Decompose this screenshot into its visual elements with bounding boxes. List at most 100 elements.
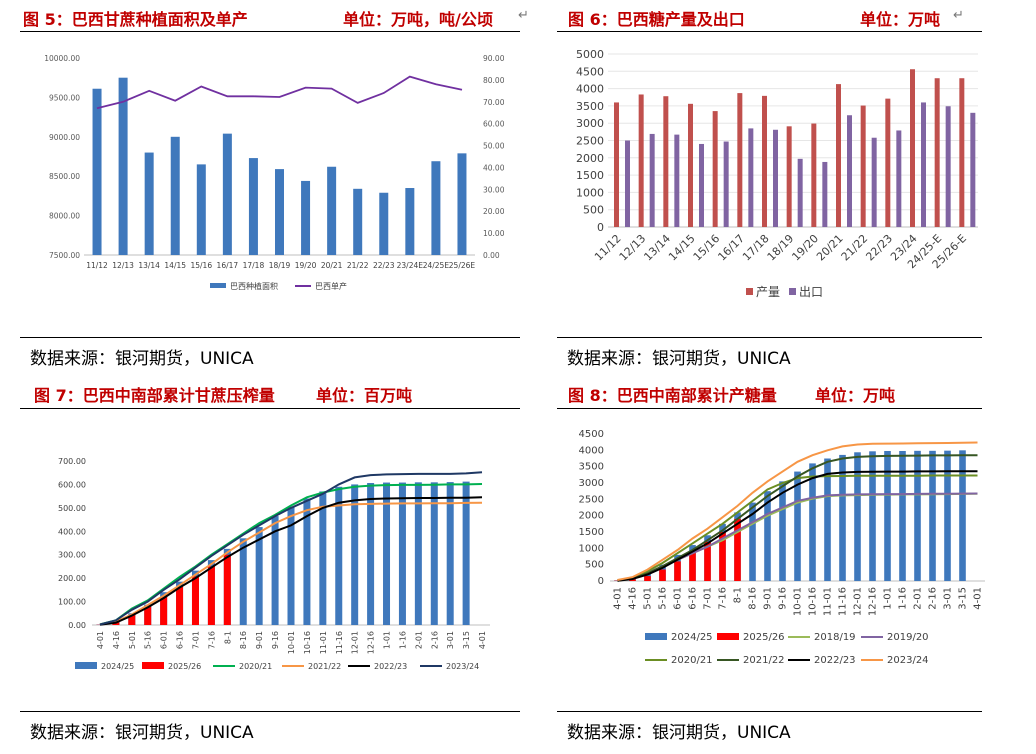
y-right-tick-label: 10.00 xyxy=(483,229,505,238)
y-tick-label: 0 xyxy=(598,576,604,587)
y-tick-label: 1500 xyxy=(576,169,604,182)
y-tick-label: 500 xyxy=(585,560,604,571)
x-tick-label: 12-16 xyxy=(367,631,376,654)
legend-label-2020-21: 2020/21 xyxy=(239,662,272,671)
x-tick-label: 12/13 xyxy=(112,261,134,270)
legend-label-yield: 巴西单产 xyxy=(315,281,347,291)
fig8-source: 数据来源：银河期货，UNICA xyxy=(567,718,791,743)
bar-export xyxy=(946,106,951,227)
y-right-tick-label: 30.00 xyxy=(483,185,505,194)
y-right-tick-label: 70.00 xyxy=(483,98,505,107)
y-tick-label: 2500 xyxy=(579,494,604,505)
y-tick-label: 500.00 xyxy=(58,504,86,513)
bar-2024-25 xyxy=(899,451,906,581)
y-left-tick-label: 9500.00 xyxy=(49,93,80,102)
x-tick-label: 3-01 xyxy=(446,631,455,649)
fig5-top-rule xyxy=(20,31,520,32)
legend-label-2025-26: 2025/26 xyxy=(743,632,785,643)
fig5-title: 图 5：巴西甘蔗种植面积及单产 xyxy=(23,6,248,30)
bar-2025-26 xyxy=(192,576,199,625)
bar-production xyxy=(737,93,742,227)
y-tick-label: 500 xyxy=(583,204,604,217)
bar-production xyxy=(910,69,915,227)
return-mark: ↵ xyxy=(953,8,964,23)
fig6-source: 数据来源：银河期货，UNICA xyxy=(567,344,791,369)
bar-production xyxy=(663,96,668,227)
x-tick-label: 11/12 xyxy=(592,232,624,264)
x-tick-label: 12-16 xyxy=(868,587,879,616)
fig5-unit: 单位：万吨，吨/公顷 xyxy=(343,6,493,30)
x-tick-label: 14/15 xyxy=(666,232,698,264)
bar-area xyxy=(249,158,258,255)
x-tick-label: 3-15 xyxy=(462,631,471,649)
x-tick-label: 3-01 xyxy=(943,587,954,610)
legend-swatch-2024-25 xyxy=(645,633,667,640)
x-tick-label: 7-16 xyxy=(718,587,729,610)
fig6-top-rule xyxy=(557,31,982,32)
y-tick-label: 200.00 xyxy=(58,574,86,583)
y-tick-label: 600.00 xyxy=(58,480,86,489)
legend-label-2022-23: 2022/23 xyxy=(814,655,856,666)
x-tick-label: 6-16 xyxy=(688,587,699,610)
x-tick-label: 4-01 xyxy=(478,631,487,649)
bar-2025-26 xyxy=(160,597,167,625)
bar-export xyxy=(674,135,679,227)
bar-2024-25 xyxy=(884,451,891,581)
fig7-bottom-rule xyxy=(20,711,520,712)
bar-area xyxy=(327,167,336,255)
x-tick-label: 10-16 xyxy=(808,587,819,616)
legend-swatch-2024-25 xyxy=(75,662,97,669)
y-tick-label: 0.00 xyxy=(68,621,86,630)
x-tick-label: 4-01 xyxy=(96,631,105,649)
line-yield xyxy=(97,77,462,109)
legend-label-2024-25: 2024/25 xyxy=(101,662,134,671)
x-tick-label: 9-16 xyxy=(778,587,789,610)
y-tick-label: 1000 xyxy=(576,186,604,199)
legend-label-2018-19: 2018/19 xyxy=(814,632,856,643)
x-tick-label: 2-16 xyxy=(928,587,939,610)
y-tick-label: 4000 xyxy=(576,83,604,96)
x-tick-label: 8-16 xyxy=(748,587,759,610)
y-left-tick-label: 9000.00 xyxy=(49,133,80,142)
x-tick-label: 6-16 xyxy=(176,631,185,649)
y-right-tick-label: 40.00 xyxy=(483,163,505,172)
x-tick-label: 2-16 xyxy=(430,631,439,649)
bar-2024-25 xyxy=(240,538,247,625)
fig8-bottom-rule xyxy=(557,711,982,712)
x-tick-label: 11-01 xyxy=(823,587,834,616)
bar-export xyxy=(872,138,877,227)
y-tick-label: 700.00 xyxy=(58,457,86,466)
fig6-title: 图 6：巴西糖产量及出口 xyxy=(568,6,745,30)
x-tick-label: 3-15 xyxy=(958,587,969,610)
x-tick-label: 17/18 xyxy=(740,232,772,264)
bar-export xyxy=(921,102,926,227)
x-tick-label: 7-01 xyxy=(703,587,714,610)
bar-area xyxy=(431,161,440,255)
x-tick-label: 11-16 xyxy=(335,631,344,654)
x-tick-label: 6-01 xyxy=(673,587,684,610)
bar-area xyxy=(405,188,414,255)
x-tick-label: 9-01 xyxy=(255,631,264,649)
y-tick-label: 4500 xyxy=(579,429,604,440)
bar-production xyxy=(935,78,940,227)
x-tick-label: 24/25E xyxy=(423,261,450,270)
y-tick-label: 300.00 xyxy=(58,551,86,560)
bar-production xyxy=(688,104,693,227)
x-tick-label: 7-16 xyxy=(207,631,216,649)
bar-export xyxy=(847,115,852,227)
x-tick-label: 16/17 xyxy=(715,232,747,264)
fig7-chart: 0.00 100.00 200.00 300.00 400.00 500.00 600.00… xyxy=(30,415,510,685)
y-tick-label: 3500 xyxy=(576,100,604,113)
bar-2025-26 xyxy=(224,555,231,625)
x-tick-label: 19/20 xyxy=(295,261,317,270)
bar-area xyxy=(275,169,284,255)
x-tick-label: 16/17 xyxy=(217,261,239,270)
fig8-top-rule xyxy=(557,408,982,409)
bar-2024-25 xyxy=(929,451,936,581)
bar-2024-25 xyxy=(319,491,326,625)
fig5-source: 数据来源：银河期货，UNICA xyxy=(30,344,254,369)
bar-export xyxy=(724,142,729,227)
y-tick-label: 2000 xyxy=(579,511,604,522)
bar-2025-26 xyxy=(208,566,215,625)
y-tick-label: 3000 xyxy=(579,478,604,489)
